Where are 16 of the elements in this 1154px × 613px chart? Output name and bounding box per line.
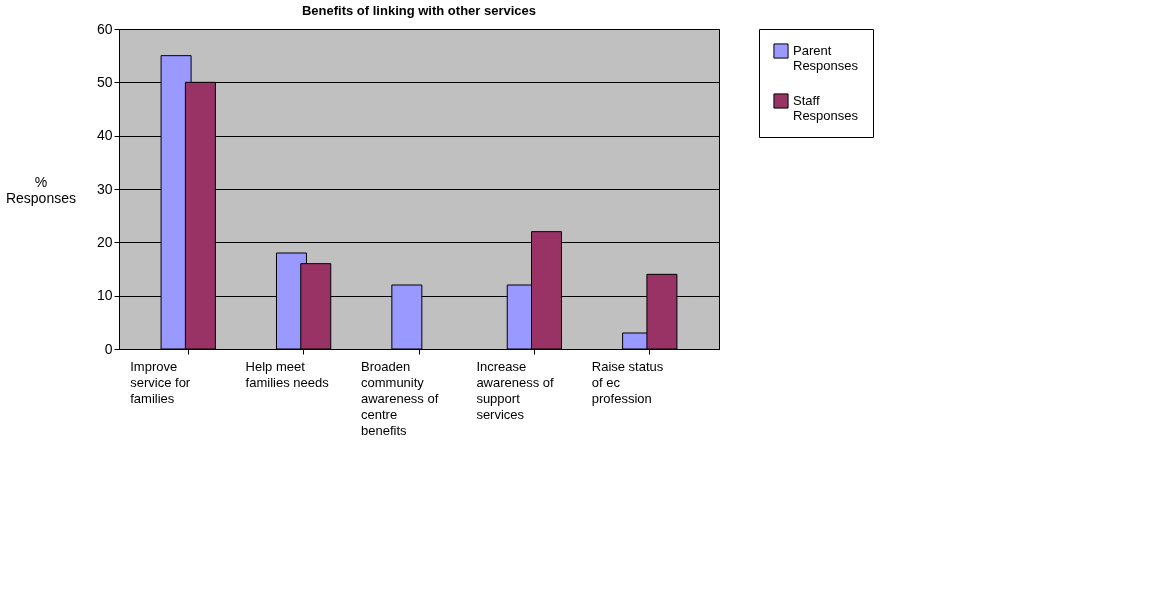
y-tick-label: 0	[104, 340, 113, 357]
y-tick-label: 60	[96, 20, 113, 37]
x-tick-label: Increase awareness of support services	[476, 358, 555, 422]
y-axis-title: % Responses	[5, 173, 76, 206]
y-tick-label: 40	[96, 127, 113, 144]
chart-title: Benefits of linking with other services	[301, 3, 537, 18]
y-tick-label: 20	[96, 233, 113, 250]
legend-label: Parent Responses	[793, 43, 859, 73]
x-tick-label: Raise status of ec profession	[591, 358, 664, 406]
x-tick-label: Help meet families needs	[245, 358, 330, 390]
legend-label: Staff Responses	[793, 93, 859, 123]
x-tick-label: Improve service for families	[130, 358, 191, 406]
y-tick-label: 50	[96, 73, 113, 90]
y-tick-label: 30	[96, 180, 113, 197]
x-tick-label: Broaden community awareness of centre benefits	[361, 358, 439, 438]
y-tick-label: 10	[96, 287, 113, 304]
